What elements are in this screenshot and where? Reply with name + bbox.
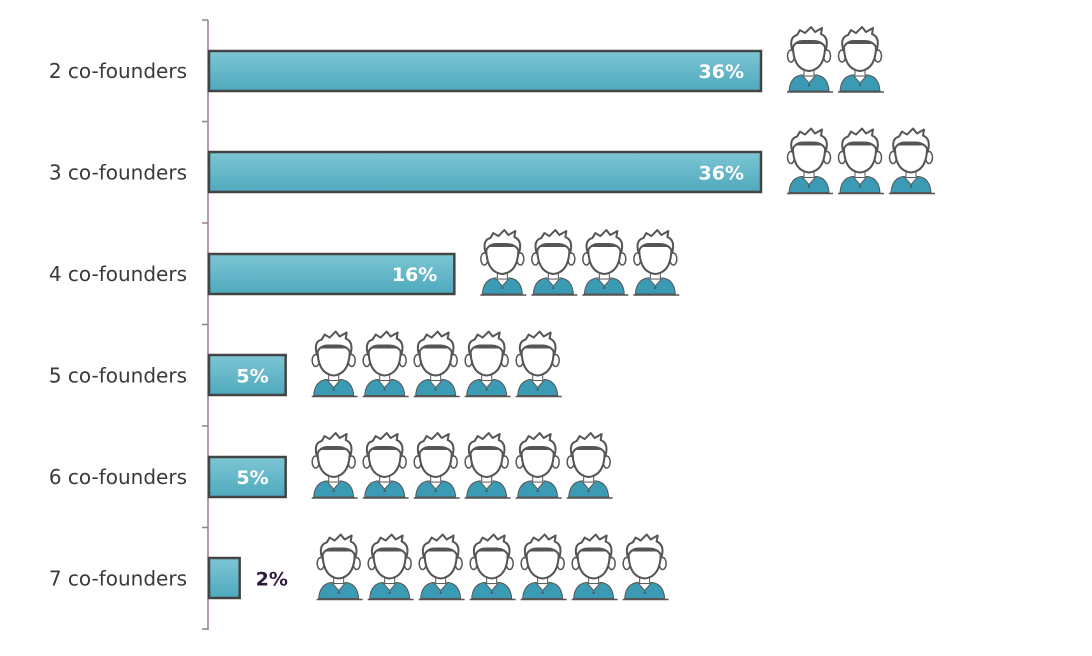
person-icon: [515, 330, 562, 398]
person-icon: [531, 229, 578, 296]
person-icon: [413, 432, 460, 499]
data-label: 5%: [236, 467, 268, 489]
person-icon: [316, 533, 363, 601]
person-icon: [469, 533, 516, 601]
person-icon: [571, 533, 618, 601]
bar: [207, 353, 287, 397]
person-icon: [480, 229, 527, 296]
bar: [207, 150, 763, 194]
person-icon: [582, 229, 629, 296]
category-label: 3 co-founders: [49, 160, 187, 184]
person-icon: [311, 432, 358, 499]
bar: [207, 556, 241, 600]
category-label: 7 co-founders: [49, 566, 187, 590]
person-icon: [367, 533, 414, 601]
bar: [207, 49, 763, 93]
bar: [207, 252, 456, 296]
category-label: 4 co-founders: [49, 262, 187, 286]
category-label: 5 co-founders: [49, 363, 187, 387]
person-icons: [311, 26, 935, 601]
person-icon: [362, 432, 409, 499]
person-icon: [515, 432, 562, 499]
person-icon: [413, 330, 460, 398]
person-icon: [311, 330, 358, 398]
data-label: 2%: [256, 568, 288, 590]
person-icon: [633, 229, 680, 296]
person-icon: [622, 533, 669, 601]
category-label: 6 co-founders: [49, 465, 187, 489]
person-icon: [837, 127, 884, 195]
person-icon: [566, 432, 613, 499]
bar: [207, 455, 287, 499]
person-icon: [362, 330, 409, 398]
person-icon: [786, 26, 833, 93]
data-label: 36%: [699, 162, 744, 184]
person-icon: [888, 127, 935, 195]
data-label: 5%: [236, 365, 268, 387]
y-axis: [202, 19, 209, 630]
category-label: 2 co-founders: [49, 59, 187, 83]
person-icon: [464, 330, 511, 398]
bars: 2 co-founders 36% 3 co-founders 36% 4 co-fou…: [49, 49, 763, 600]
person-icon: [786, 127, 833, 195]
person-icon: [520, 533, 567, 601]
person-icon: [464, 432, 511, 499]
data-label: 36%: [699, 61, 744, 83]
person-icon: [418, 533, 465, 601]
person-icon: [837, 26, 884, 93]
data-label: 16%: [392, 264, 437, 286]
